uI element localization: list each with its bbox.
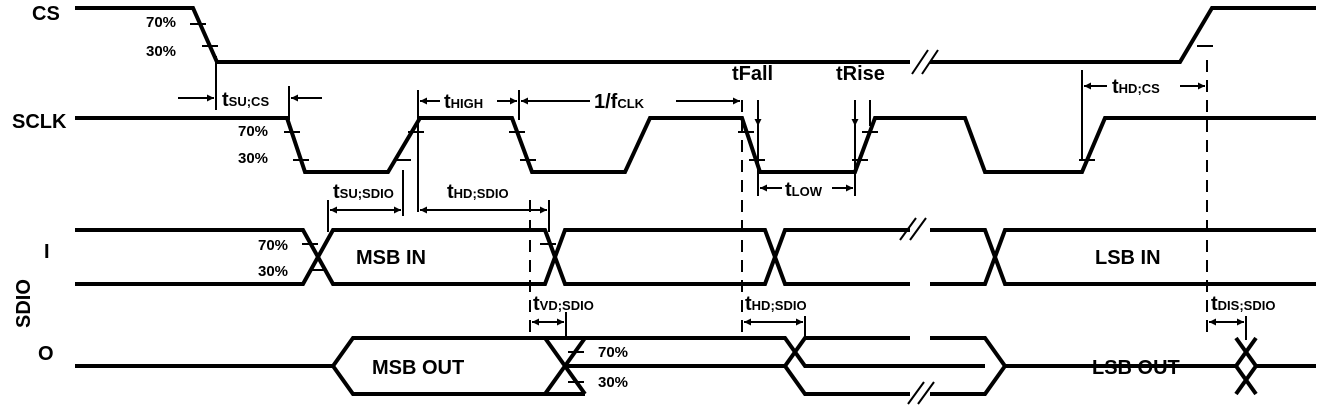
sdio-out-threshold-70: 70% bbox=[598, 344, 628, 361]
cs-break-mark bbox=[911, 49, 929, 75]
tsu-sdio-label: tSU;SDIO bbox=[333, 181, 394, 203]
fclk-label: 1/fCLK bbox=[594, 91, 645, 113]
sdio-out-break-mark bbox=[917, 381, 935, 405]
sclk-threshold-70: 70% bbox=[238, 123, 268, 140]
sdio-in-break-mark bbox=[909, 217, 927, 241]
cs-label: CS bbox=[32, 3, 60, 25]
trise-label: tRise bbox=[836, 63, 885, 85]
sdio-out-break-mark bbox=[907, 381, 925, 405]
sdio-out-label: O bbox=[38, 343, 54, 365]
sclk-label: SCLK bbox=[12, 111, 67, 133]
cs-threshold-30: 30% bbox=[146, 43, 176, 60]
sclk-waveform bbox=[75, 116, 1316, 174]
thd-sdio-label: tHD;SDIO bbox=[447, 181, 509, 203]
tfall-label: tFall bbox=[732, 63, 773, 85]
sdio-in-label: I bbox=[44, 241, 50, 263]
sdio-in-threshold-70: 70% bbox=[258, 237, 288, 254]
tvd-sdio-label: tVD;SDIO bbox=[533, 293, 594, 315]
thd-cs-label: tHD;CS bbox=[1112, 76, 1160, 98]
sclk-threshold-30: 30% bbox=[238, 150, 268, 167]
lsb-in-label: LSB IN bbox=[1095, 247, 1161, 269]
sdio-in-break-mark bbox=[899, 217, 917, 241]
cs-break-mark bbox=[921, 49, 939, 75]
cs-threshold-70: 70% bbox=[146, 14, 176, 31]
thd-sdio-out-label: tHD;SDIO bbox=[745, 293, 807, 315]
cs-waveform bbox=[75, 6, 1316, 64]
sdio-in-bus bbox=[75, 228, 1316, 286]
msb-out-label: MSB OUT bbox=[372, 357, 464, 379]
thigh-label: tHIGH bbox=[444, 91, 483, 113]
tlow-label: tLOW bbox=[785, 179, 823, 201]
sdio-out-threshold-30: 30% bbox=[598, 374, 628, 391]
lsb-out-label: LSB OUT bbox=[1092, 357, 1180, 379]
sdio-in-threshold-30: 30% bbox=[258, 263, 288, 280]
sdio-label: SDIO bbox=[13, 279, 35, 328]
msb-in-label: MSB IN bbox=[356, 247, 426, 269]
tsu-cs-label: tSU;CS bbox=[222, 89, 269, 111]
tdis-sdio-label: tDIS;SDIO bbox=[1211, 293, 1275, 315]
